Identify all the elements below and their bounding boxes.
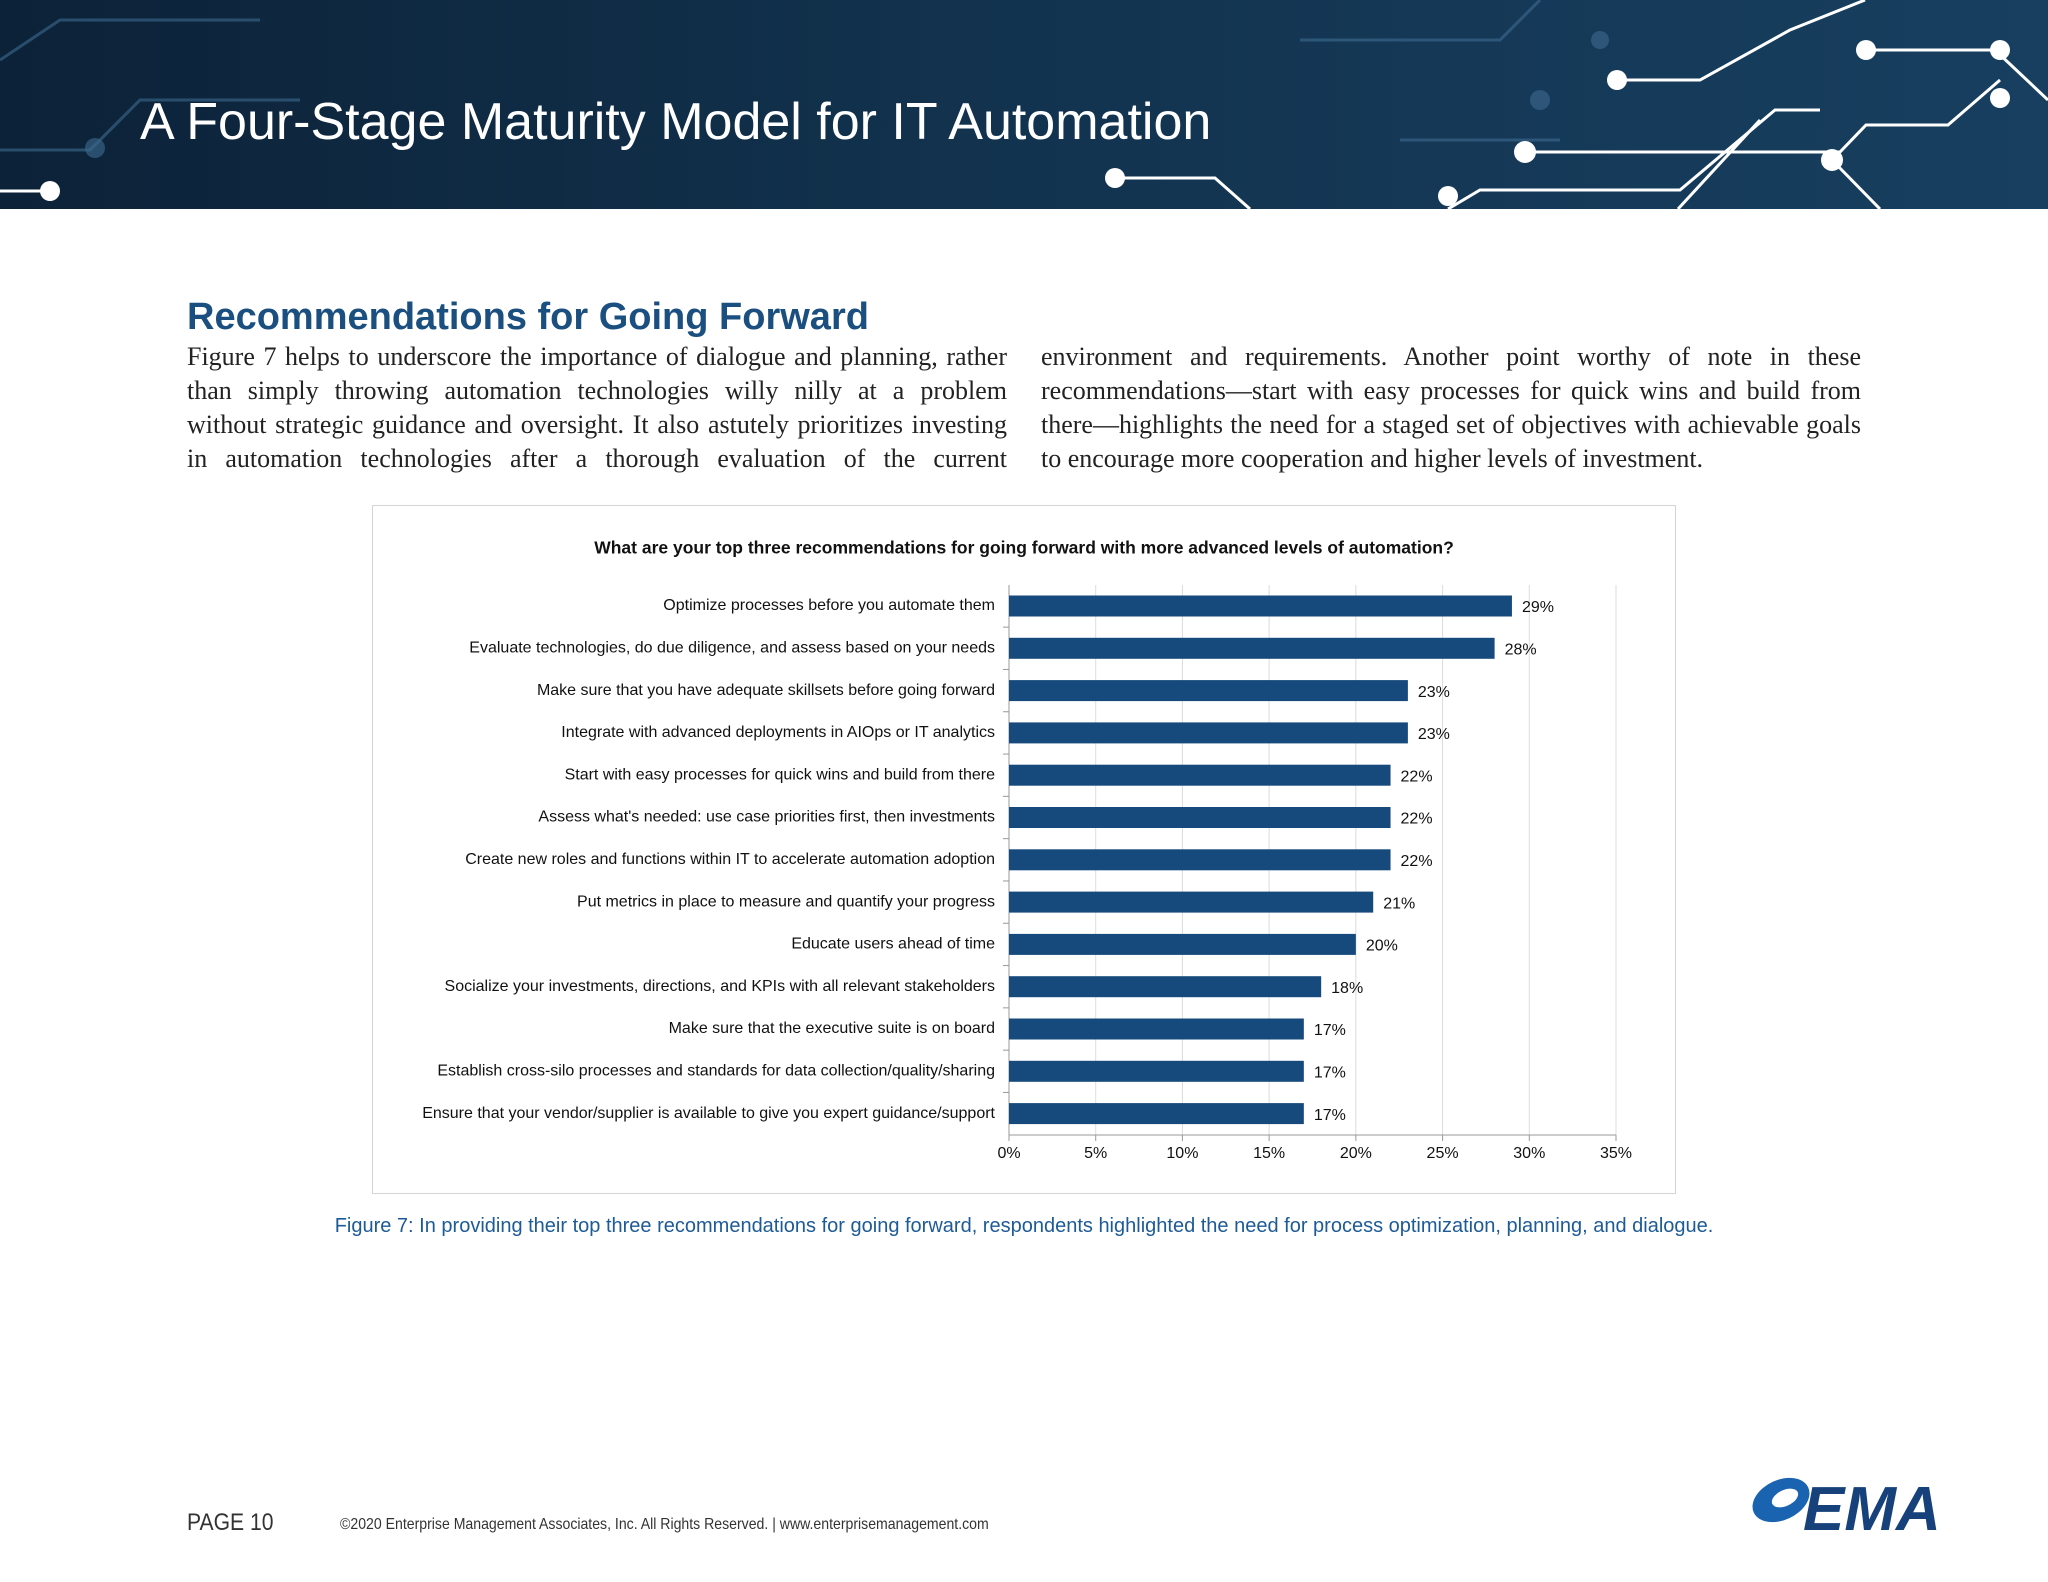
value-label: 23% (1418, 684, 1450, 701)
value-label: 17% (1314, 1022, 1346, 1039)
x-tick-label: 10% (1166, 1145, 1198, 1162)
bar (1009, 1018, 1304, 1040)
category-label: Start with easy processes for quick wins… (565, 766, 996, 783)
chart-frame: What are your top three recommendations … (372, 505, 1676, 1194)
category-label: Make sure that the executive suite is on… (669, 1020, 995, 1037)
x-tick-label: 35% (1600, 1145, 1632, 1162)
x-tick-label: 30% (1513, 1145, 1545, 1162)
bar (1009, 1103, 1304, 1125)
chart: What are your top three recommendations … (422, 538, 1632, 1163)
bar (1009, 849, 1391, 871)
x-tick-label: 25% (1427, 1145, 1459, 1162)
value-label: 29% (1522, 599, 1554, 616)
x-tick-label: 0% (997, 1145, 1020, 1162)
category-label: Create new roles and functions within IT… (465, 851, 995, 868)
value-label: 28% (1505, 642, 1537, 659)
value-label: 17% (1314, 1107, 1346, 1124)
value-label: 20% (1366, 938, 1398, 955)
circuit-decoration (0, 0, 2048, 209)
bar (1009, 637, 1495, 659)
category-label: Assess what's needed: use case prioritie… (538, 809, 995, 826)
value-label: 22% (1401, 768, 1433, 785)
bar (1009, 807, 1391, 828)
x-tick-label: 20% (1340, 1145, 1372, 1162)
value-label: 18% (1331, 980, 1363, 997)
bar (1009, 764, 1391, 786)
page-number: PAGE 10 (187, 1509, 274, 1536)
category-label: Establish cross-silo processes and stand… (437, 1063, 995, 1080)
bar (1009, 722, 1408, 744)
header-banner (0, 0, 2048, 209)
value-label: 17% (1314, 1065, 1346, 1082)
category-label: Socialize your investments, directions, … (445, 978, 995, 995)
category-label: Optimize processes before you automate t… (663, 597, 995, 614)
bar (1009, 595, 1512, 617)
x-tick-label: 5% (1084, 1145, 1107, 1162)
value-label: 22% (1401, 853, 1433, 870)
bar (1009, 891, 1374, 913)
category-label: Educate users ahead of time (791, 936, 995, 953)
value-label: 21% (1383, 895, 1415, 912)
category-label: Make sure that you have adequate skillse… (537, 682, 995, 699)
value-label: 22% (1401, 811, 1433, 828)
body-paragraph: Figure 7 helps to underscore the importa… (187, 342, 1861, 473)
value-label: 23% (1418, 726, 1450, 743)
category-label: Integrate with advanced deployments in A… (561, 724, 995, 741)
copyright: ©2020 Enterprise Management Associates, … (340, 1516, 989, 1533)
logo-swoosh-hole (1771, 1488, 1799, 1508)
page-title: A Four-Stage Maturity Model for IT Autom… (140, 93, 1212, 151)
section-heading: Recommendations for Going Forward (187, 296, 869, 338)
chart-title: What are your top three recommendations … (594, 538, 1454, 558)
bar (1009, 933, 1356, 955)
category-label: Ensure that your vendor/supplier is avai… (422, 1105, 995, 1122)
logo-text: EMA (1803, 1475, 1941, 1538)
logo: EMA (1752, 1475, 1941, 1538)
bar (1009, 1060, 1304, 1082)
category-label: Evaluate technologies, do due diligence,… (469, 640, 995, 657)
category-label: Put metrics in place to measure and quan… (577, 893, 995, 910)
figure-caption: Figure 7: In providing their top three r… (334, 1215, 1714, 1237)
bar (1009, 680, 1408, 702)
bar (1009, 976, 1322, 998)
x-tick-label: 15% (1253, 1145, 1285, 1162)
